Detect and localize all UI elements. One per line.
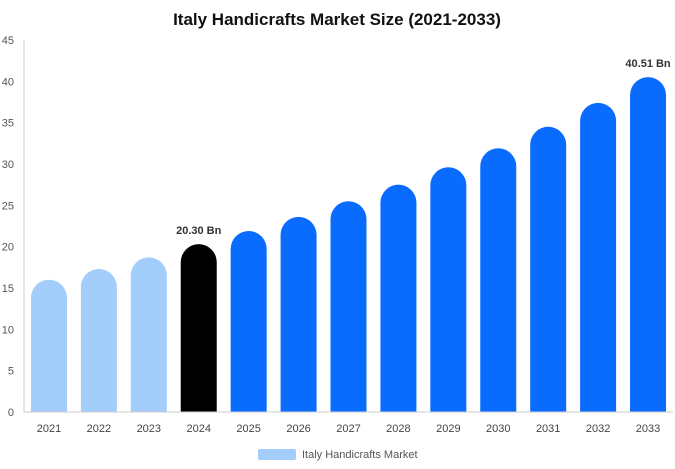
y-tick-label: 30	[2, 159, 14, 171]
x-tick-label: 2031	[536, 423, 560, 435]
bar-2029	[430, 167, 467, 412]
x-tick-label: 2026	[286, 423, 310, 435]
bar-2031	[530, 126, 567, 412]
y-tick-label: 35	[2, 118, 14, 130]
bar-2032	[580, 102, 617, 413]
y-tick-label: 15	[2, 283, 14, 295]
y-tick-label: 25	[2, 200, 14, 212]
y-tick-label: 10	[2, 324, 14, 336]
y-tick-label: 20	[2, 242, 14, 254]
bar-2024	[180, 244, 217, 412]
data-labels: 20.30 Bn 40.51 Bn	[176, 58, 671, 237]
bar-2026	[280, 216, 317, 412]
x-tick-label: 2025	[236, 423, 260, 435]
legend-label: Italy Handicrafts Market	[302, 449, 418, 461]
x-tick-label: 2033	[636, 423, 660, 435]
x-tick-label: 2028	[386, 423, 410, 435]
x-tick-label: 2021	[37, 423, 61, 435]
legend: Italy Handicrafts Market	[258, 449, 418, 461]
x-tick-label: 2027	[336, 423, 360, 435]
y-tick-label: 45	[2, 35, 14, 47]
x-axis: 2021 2022 2023 2024 2025 2026 2027 2028 2029 2030…	[24, 411, 673, 435]
x-tick-label: 2030	[486, 423, 510, 435]
x-tick-label: 2032	[586, 423, 610, 435]
bar-2030	[480, 148, 517, 412]
bar-2021	[30, 279, 67, 412]
bar-2028	[380, 184, 417, 412]
x-tick-label: 2022	[87, 423, 111, 435]
bar-2033	[630, 77, 667, 412]
x-tick-label: 2023	[137, 423, 161, 435]
data-label-2033: 40.51 Bn	[625, 58, 671, 70]
bar-2027	[330, 201, 367, 412]
chart-title: Italy Handicrafts Market Size (2021-2033…	[173, 10, 501, 29]
bars	[30, 77, 667, 413]
legend-swatch	[258, 449, 296, 460]
bar-2022	[80, 268, 117, 412]
bar-2023	[130, 257, 167, 412]
y-axis: 0 5 10 15 20 25 30 35 40 45	[2, 35, 25, 419]
y-tick-label: 5	[8, 366, 14, 378]
y-tick-label: 0	[8, 407, 14, 419]
x-tick-label: 2024	[186, 423, 210, 435]
y-tick-label: 40	[2, 76, 14, 88]
x-tick-label: 2029	[436, 423, 460, 435]
data-label-2024: 20.30 Bn	[176, 225, 222, 237]
bar-2025	[230, 230, 267, 412]
